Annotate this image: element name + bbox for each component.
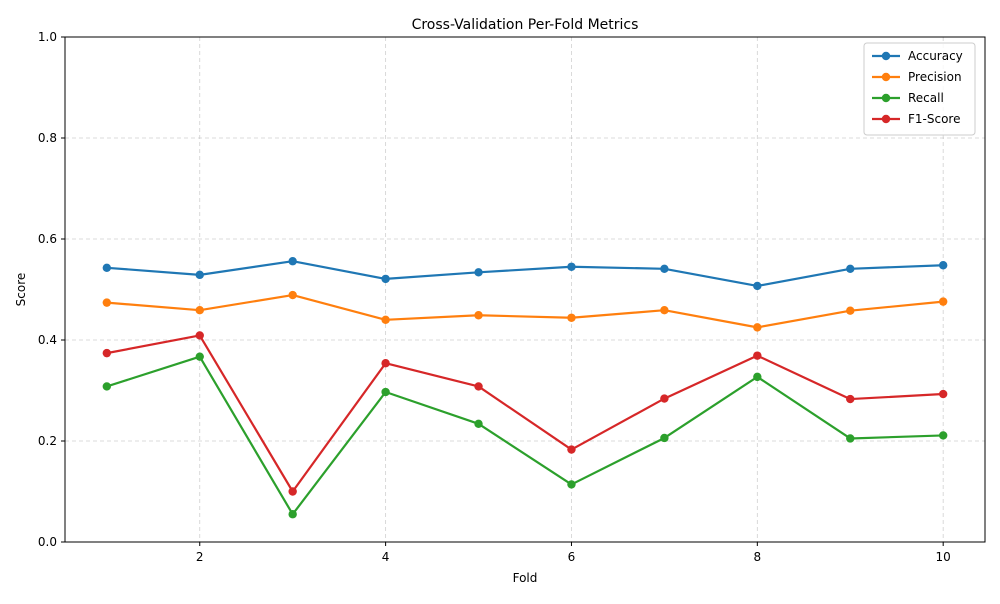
data-point xyxy=(474,268,483,277)
data-point xyxy=(102,263,112,272)
y-axis-label: Score xyxy=(14,273,28,307)
x-tick-label: 8 xyxy=(754,550,762,564)
data-point xyxy=(938,261,948,270)
data-point xyxy=(102,298,112,307)
data-point xyxy=(288,257,297,266)
data-point xyxy=(660,264,669,273)
legend-marker xyxy=(881,51,891,61)
x-axis-label: Fold xyxy=(513,571,538,585)
data-point xyxy=(195,270,204,280)
data-point xyxy=(288,510,297,519)
data-point xyxy=(567,445,576,454)
data-point xyxy=(567,480,576,489)
series-accuracy xyxy=(102,257,948,291)
legend-label: F1-Score xyxy=(908,112,960,126)
series-line xyxy=(105,293,945,329)
data-point xyxy=(474,311,483,320)
data-point xyxy=(660,306,669,315)
x-tick-label: 10 xyxy=(936,550,951,564)
data-point xyxy=(381,274,390,284)
series-line xyxy=(105,260,945,288)
data-point xyxy=(567,313,576,322)
data-point xyxy=(753,351,762,360)
legend-item: Precision xyxy=(872,70,962,84)
y-tick-label: 0.8 xyxy=(38,131,57,145)
legend-item: Recall xyxy=(872,91,944,105)
legend-marker xyxy=(881,93,891,103)
data-point xyxy=(381,315,390,324)
data-point xyxy=(381,387,390,397)
series-f1-score xyxy=(102,331,948,496)
legend-marker xyxy=(881,114,891,124)
data-point xyxy=(846,394,855,404)
data-point xyxy=(753,323,762,332)
y-tick-label: 0.4 xyxy=(38,333,57,347)
data-point xyxy=(753,372,762,382)
data-point xyxy=(195,352,204,361)
legend-item: F1-Score xyxy=(872,112,960,126)
x-tick-label: 6 xyxy=(568,550,576,564)
data-point xyxy=(195,306,204,315)
data-point xyxy=(846,264,855,273)
series-precision xyxy=(102,290,948,332)
legend-label: Precision xyxy=(908,70,962,84)
data-point xyxy=(474,419,483,429)
data-point xyxy=(102,382,112,391)
legend: Accuracy Precision Recall F1-Score xyxy=(863,42,976,136)
data-point xyxy=(846,306,855,315)
x-tick-label: 2 xyxy=(196,550,204,564)
data-point xyxy=(660,394,669,403)
legend-item: Accuracy xyxy=(872,49,963,63)
axis-ticks: 2 4 6 8 10 0.0 0.2 0.4 0.6 0.8 1.0 xyxy=(38,30,951,564)
data-point xyxy=(846,434,855,443)
plot-frame xyxy=(64,36,986,543)
data-point xyxy=(660,433,669,443)
data-point xyxy=(288,487,297,496)
data-point xyxy=(567,262,576,271)
series-recall xyxy=(102,352,948,519)
series-lines xyxy=(102,257,948,519)
y-tick-label: 0.2 xyxy=(38,434,57,448)
series-line xyxy=(105,355,945,516)
legend-marker xyxy=(881,72,891,82)
legend-label: Accuracy xyxy=(908,49,963,63)
data-point xyxy=(753,281,762,291)
data-point xyxy=(381,359,390,368)
data-point xyxy=(102,348,112,358)
x-tick-label: 4 xyxy=(382,550,390,564)
y-tick-label: 1.0 xyxy=(38,30,57,44)
y-tick-label: 0.0 xyxy=(38,535,57,549)
data-point xyxy=(938,389,948,399)
y-tick-label: 0.6 xyxy=(38,232,57,246)
data-point xyxy=(474,382,483,391)
chart-title: Cross-Validation Per-Fold Metrics xyxy=(412,17,639,33)
legend-label: Recall xyxy=(908,91,944,105)
series-line xyxy=(105,334,945,493)
data-point xyxy=(938,297,948,306)
data-point xyxy=(288,290,297,300)
data-point xyxy=(938,431,948,440)
data-point xyxy=(195,331,204,340)
legend-box xyxy=(863,42,976,136)
